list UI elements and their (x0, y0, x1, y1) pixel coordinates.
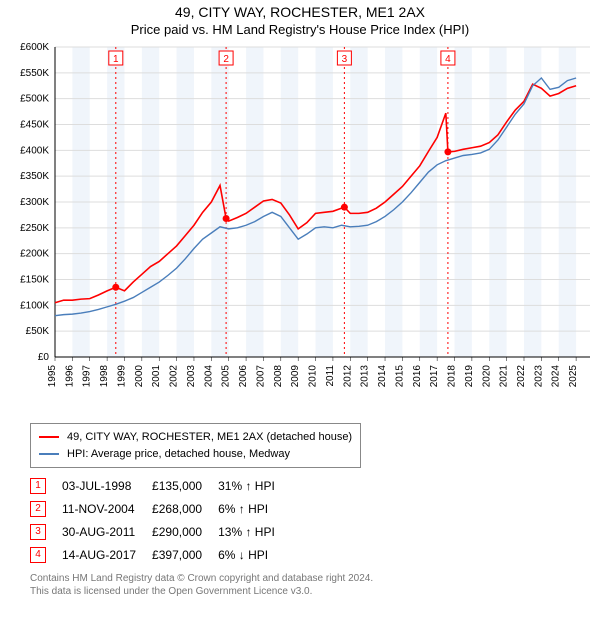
sale-pct: 13% HPI (218, 520, 291, 543)
svg-text:£0: £0 (38, 352, 50, 363)
svg-text:2013: 2013 (360, 365, 371, 388)
svg-text:2025: 2025 (568, 365, 579, 388)
svg-text:£500K: £500K (20, 94, 49, 105)
svg-text:3: 3 (342, 54, 348, 65)
svg-text:2020: 2020 (481, 365, 492, 388)
svg-text:2003: 2003 (186, 365, 197, 388)
table-row: 3 30-AUG-2011£290,00013% HPI (30, 520, 291, 543)
svg-text:2002: 2002 (169, 365, 180, 388)
svg-text:2001: 2001 (151, 365, 162, 388)
legend-item: HPI: Average price, detached house, Medw… (39, 446, 352, 463)
sale-marker: 2 (30, 501, 46, 517)
svg-text:4: 4 (445, 54, 451, 65)
svg-text:1999: 1999 (116, 365, 127, 388)
svg-text:£350K: £350K (20, 171, 49, 182)
legend-item: 49, CITY WAY, ROCHESTER, ME1 2AX (detach… (39, 429, 352, 446)
title-address: 49, CITY WAY, ROCHESTER, ME1 2AX (0, 4, 600, 20)
sale-price: £135,000 (152, 474, 218, 497)
svg-text:1998: 1998 (99, 365, 110, 388)
sale-marker: 1 (30, 478, 46, 494)
svg-text:£550K: £550K (20, 68, 49, 79)
svg-text:2004: 2004 (203, 365, 214, 388)
table-row: 1 03-JUL-1998£135,00031% HPI (30, 474, 291, 497)
svg-text:2018: 2018 (447, 365, 458, 388)
svg-text:2: 2 (223, 54, 229, 65)
svg-text:£450K: £450K (20, 120, 49, 131)
svg-text:2012: 2012 (342, 365, 353, 388)
svg-text:2023: 2023 (533, 365, 544, 388)
svg-text:£50K: £50K (26, 326, 50, 337)
svg-text:1997: 1997 (82, 365, 93, 388)
sale-pct: 31% HPI (218, 474, 291, 497)
svg-text:2006: 2006 (238, 365, 249, 388)
sale-date: 30-AUG-2011 (62, 520, 152, 543)
sale-price: £268,000 (152, 497, 218, 520)
svg-text:£300K: £300K (20, 197, 49, 208)
table-row: 4 14-AUG-2017£397,0006% HPI (30, 543, 291, 566)
svg-text:2010: 2010 (308, 365, 319, 388)
svg-text:2016: 2016 (412, 365, 423, 388)
svg-text:1996: 1996 (64, 365, 75, 388)
svg-text:1995: 1995 (47, 365, 58, 388)
sale-pct: 6% HPI (218, 497, 291, 520)
sale-marker: 3 (30, 524, 46, 540)
sale-date: 14-AUG-2017 (62, 543, 152, 566)
svg-text:2009: 2009 (290, 365, 301, 388)
chart-titles: 49, CITY WAY, ROCHESTER, ME1 2AX Price p… (0, 4, 600, 37)
sales-table: 1 03-JUL-1998£135,00031% HPI 2 11-NOV-2004£… (30, 474, 570, 566)
svg-text:2019: 2019 (464, 365, 475, 388)
svg-text:£100K: £100K (20, 300, 49, 311)
sale-date: 03-JUL-1998 (62, 474, 152, 497)
svg-text:2008: 2008 (273, 365, 284, 388)
arrow-up-icon (239, 502, 245, 516)
table-row: 2 11-NOV-2004£268,0006% HPI (30, 497, 291, 520)
svg-text:2015: 2015 (394, 365, 405, 388)
svg-text:2007: 2007 (255, 365, 266, 388)
svg-text:£600K: £600K (20, 42, 49, 53)
svg-text:2022: 2022 (516, 365, 527, 388)
arrow-up-icon (245, 525, 251, 539)
sale-date: 11-NOV-2004 (62, 497, 152, 520)
footer-line: This data is licensed under the Open Gov… (30, 585, 570, 598)
svg-text:2021: 2021 (499, 365, 510, 388)
svg-text:£200K: £200K (20, 249, 49, 260)
svg-text:2024: 2024 (551, 365, 562, 388)
svg-text:1: 1 (113, 54, 119, 65)
svg-text:2005: 2005 (221, 365, 232, 388)
footer-line: Contains HM Land Registry data © Crown c… (30, 572, 570, 585)
svg-text:2000: 2000 (134, 365, 145, 388)
sale-pct: 6% HPI (218, 543, 291, 566)
svg-text:£250K: £250K (20, 223, 49, 234)
title-subtitle: Price paid vs. HM Land Registry's House … (0, 22, 600, 37)
footer-disclaimer: Contains HM Land Registry data © Crown c… (30, 572, 570, 598)
sale-marker: 4 (30, 547, 46, 563)
legend-label: 49, CITY WAY, ROCHESTER, ME1 2AX (detach… (67, 429, 352, 446)
legend-swatch (39, 436, 59, 438)
arrow-up-icon (245, 479, 251, 493)
legend-box: 49, CITY WAY, ROCHESTER, ME1 2AX (detach… (30, 423, 361, 468)
sale-price: £397,000 (152, 543, 218, 566)
legend-label: HPI: Average price, detached house, Medw… (67, 446, 290, 463)
svg-text:2014: 2014 (377, 365, 388, 388)
chart-area: £0 £50K £100K £150K £200K £250K £300K £350K £400… (0, 37, 600, 417)
svg-text:£400K: £400K (20, 145, 49, 156)
svg-text:£150K: £150K (20, 275, 49, 286)
svg-text:2011: 2011 (325, 365, 336, 387)
svg-text:2017: 2017 (429, 365, 440, 388)
arrow-down-icon (239, 548, 245, 562)
legend-swatch (39, 453, 59, 455)
sale-price: £290,000 (152, 520, 218, 543)
